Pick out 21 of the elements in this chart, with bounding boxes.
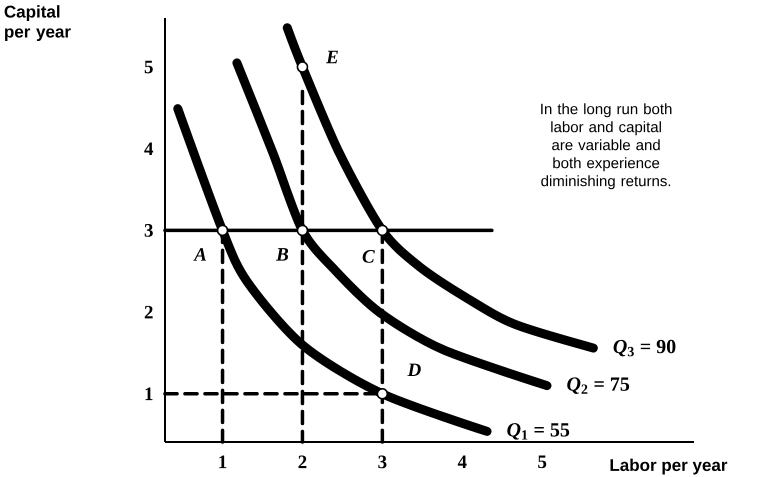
annotation: D <box>407 364 421 376</box>
y-tick-label: 4 <box>144 142 154 155</box>
y-tick-label: 1 <box>145 388 152 400</box>
x-tick-label: 3 <box>378 456 386 468</box>
x-tick-label: 5 <box>538 456 546 468</box>
annotation: E <box>326 50 338 64</box>
y-tick-label: 5 <box>144 60 153 74</box>
x-tick-label: 1 <box>219 456 226 468</box>
annotation: B <box>276 248 288 261</box>
y-tick-label: 2 <box>144 306 153 318</box>
y-tick-label: 3 <box>144 224 153 237</box>
series-label: Q$_{1}$ = 55 <box>507 423 570 440</box>
y-axis-title: Capital per year <box>4 5 71 42</box>
annotation: In the long run both labor and capital are variable and both experience diminishing returns. <box>541 103 672 190</box>
x-tick-label: 2 <box>298 456 306 468</box>
series-label: Q$_{2}$ = 75 <box>567 377 630 394</box>
annotation: C <box>362 250 375 263</box>
annotation: A <box>193 248 206 261</box>
series-label: Q$_{3}$ = 90 <box>614 340 676 356</box>
x-axis-title: Labor per year <box>610 458 728 474</box>
x-tick-label: 4 <box>458 456 467 468</box>
